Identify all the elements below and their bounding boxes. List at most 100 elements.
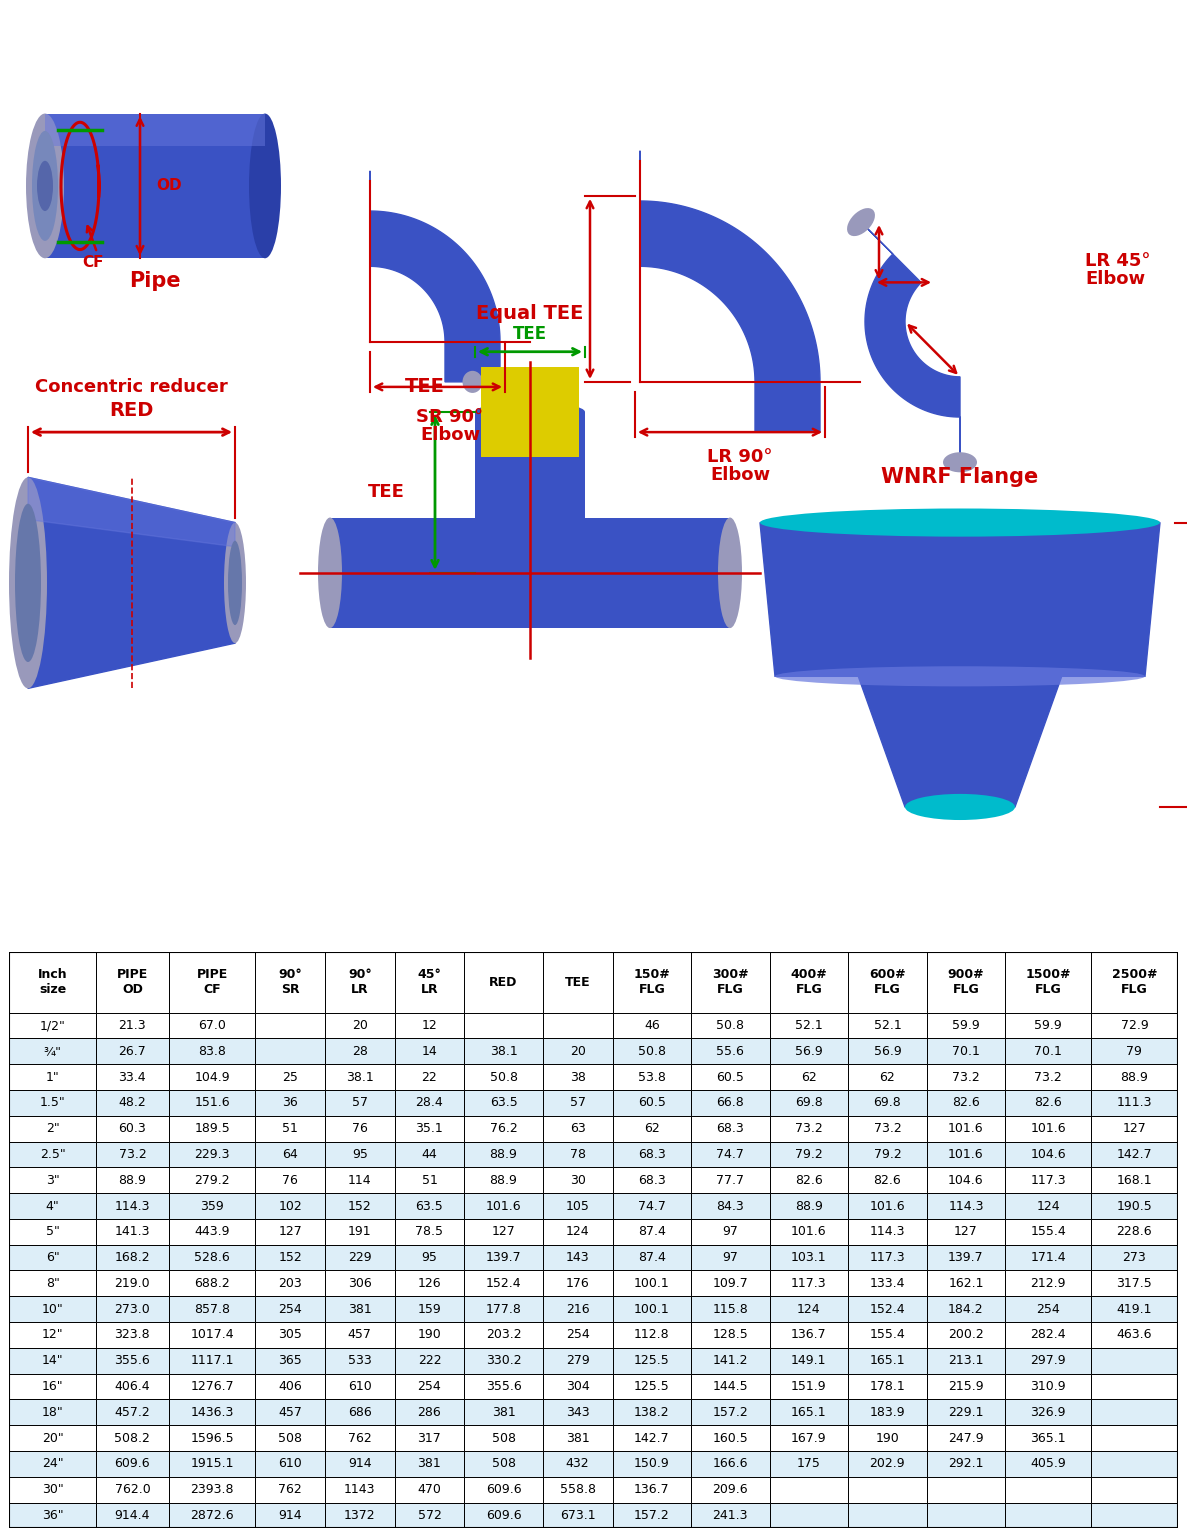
Text: 176: 176: [566, 1276, 590, 1290]
Text: 73.2: 73.2: [952, 1071, 979, 1083]
Text: 79.2: 79.2: [874, 1147, 901, 1161]
Text: 152.4: 152.4: [485, 1276, 521, 1290]
Bar: [927, 1220, 1005, 1244]
Text: 762: 762: [278, 1484, 301, 1496]
Bar: [612, 1064, 691, 1091]
Bar: [612, 1091, 691, 1115]
Bar: [169, 1476, 255, 1502]
Bar: [1091, 952, 1178, 1012]
Text: 76: 76: [283, 1174, 298, 1187]
Bar: [691, 1115, 769, 1141]
Bar: [1005, 952, 1091, 1012]
Text: 44: 44: [421, 1147, 437, 1161]
Bar: [96, 1220, 169, 1244]
Bar: [9, 1322, 96, 1349]
Text: 355.6: 355.6: [114, 1355, 151, 1367]
Text: 62: 62: [801, 1071, 817, 1083]
Text: ¾": ¾": [44, 1044, 62, 1058]
Text: 151.9: 151.9: [791, 1379, 826, 1393]
Text: 2.5": 2.5": [39, 1147, 65, 1161]
Bar: [481, 367, 579, 458]
Text: 38.1: 38.1: [490, 1044, 518, 1058]
Bar: [769, 1167, 849, 1193]
Bar: [255, 1064, 325, 1091]
Text: 762: 762: [348, 1432, 372, 1444]
Bar: [1005, 1193, 1091, 1220]
Text: 508: 508: [491, 1458, 515, 1470]
Bar: [475, 412, 585, 628]
Bar: [325, 1193, 394, 1220]
Bar: [691, 1167, 769, 1193]
Text: 190.5: 190.5: [1117, 1200, 1153, 1212]
Text: 381: 381: [418, 1458, 442, 1470]
Text: 16": 16": [42, 1379, 63, 1393]
Text: 212.9: 212.9: [1030, 1276, 1066, 1290]
Bar: [255, 1141, 325, 1167]
Bar: [612, 1373, 691, 1399]
Text: 35.1: 35.1: [415, 1123, 443, 1135]
Bar: [691, 1322, 769, 1349]
Text: 463.6: 463.6: [1117, 1329, 1153, 1341]
Text: 73.2: 73.2: [119, 1147, 146, 1161]
Ellipse shape: [848, 207, 875, 237]
Bar: [325, 1373, 394, 1399]
Text: 151.6: 151.6: [195, 1097, 230, 1109]
Text: Elbow: Elbow: [1085, 270, 1145, 289]
Bar: [96, 1349, 169, 1373]
Text: 38.1: 38.1: [345, 1071, 374, 1083]
Bar: [691, 1425, 769, 1452]
Bar: [255, 1425, 325, 1452]
Bar: [325, 1012, 394, 1038]
Text: 46: 46: [643, 1018, 660, 1032]
Bar: [464, 1244, 542, 1270]
Bar: [394, 1502, 464, 1528]
Bar: [464, 1115, 542, 1141]
Text: 74.7: 74.7: [637, 1200, 666, 1212]
Text: 124: 124: [796, 1303, 820, 1316]
Bar: [169, 1399, 255, 1425]
Bar: [769, 1012, 849, 1038]
Text: Pipe: Pipe: [129, 272, 180, 292]
Text: 457: 457: [348, 1329, 372, 1341]
Text: 124: 124: [566, 1226, 590, 1238]
Text: 528.6: 528.6: [195, 1252, 230, 1264]
Bar: [96, 1373, 169, 1399]
Bar: [612, 1502, 691, 1528]
Bar: [394, 1476, 464, 1502]
Text: 6": 6": [45, 1252, 59, 1264]
Bar: [255, 1270, 325, 1296]
Text: 52.1: 52.1: [874, 1018, 901, 1032]
Bar: [612, 1038, 691, 1064]
Text: 365: 365: [278, 1355, 301, 1367]
Bar: [394, 1322, 464, 1349]
Bar: [96, 1064, 169, 1091]
Text: 139.7: 139.7: [485, 1252, 521, 1264]
Bar: [325, 1091, 394, 1115]
Bar: [255, 1220, 325, 1244]
Text: 133.4: 133.4: [870, 1276, 906, 1290]
Bar: [1091, 1244, 1178, 1270]
Text: 229.1: 229.1: [948, 1405, 984, 1419]
Ellipse shape: [481, 393, 579, 412]
Ellipse shape: [9, 478, 47, 688]
Text: 114.3: 114.3: [948, 1200, 984, 1212]
Bar: [169, 1012, 255, 1038]
Text: 97: 97: [723, 1252, 738, 1264]
Bar: [9, 1502, 96, 1528]
Text: 292.1: 292.1: [948, 1458, 984, 1470]
Bar: [691, 1244, 769, 1270]
Text: 64: 64: [283, 1147, 298, 1161]
Text: 300#
FLG: 300# FLG: [712, 969, 749, 997]
Text: 175: 175: [796, 1458, 820, 1470]
Bar: [542, 1091, 612, 1115]
Text: 70.1: 70.1: [952, 1044, 980, 1058]
Bar: [255, 1322, 325, 1349]
Bar: [691, 1220, 769, 1244]
Text: 38: 38: [570, 1071, 585, 1083]
Bar: [96, 1012, 169, 1038]
Bar: [169, 1141, 255, 1167]
Text: 1500#
FLG: 1500# FLG: [1026, 969, 1071, 997]
Bar: [612, 1452, 691, 1476]
Bar: [769, 1476, 849, 1502]
Bar: [927, 1115, 1005, 1141]
